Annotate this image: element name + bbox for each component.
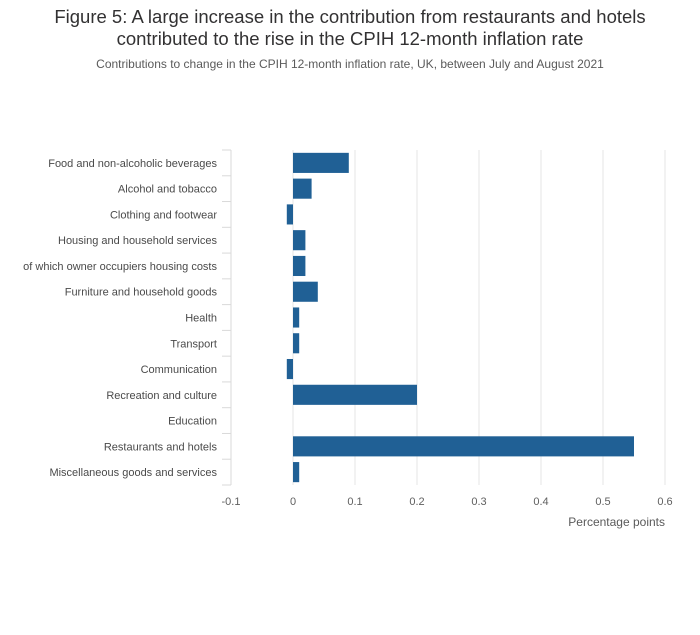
- category-label: Restaurants and hotels: [104, 441, 218, 453]
- category-label: Recreation and culture: [106, 390, 217, 402]
- category-labels: Food and non-alcoholic beverages Alcohol …: [23, 158, 217, 479]
- x-tick-label: 0.5: [595, 496, 610, 508]
- x-tick-label: 0.2: [409, 496, 424, 508]
- category-label: Miscellaneous goods and services: [49, 467, 217, 479]
- x-tick-label: 0.6: [657, 496, 672, 508]
- x-tick-label: 0: [290, 496, 296, 508]
- chart-title-line-1: Figure 5: A large increase in the contri…: [54, 6, 646, 27]
- bar[interactable]: [286, 358, 293, 380]
- category-label: Food and non-alcoholic beverages: [48, 158, 217, 170]
- bar[interactable]: [293, 307, 300, 328]
- bar[interactable]: [293, 281, 318, 302]
- x-axis-title: Percentage points: [568, 515, 665, 529]
- chart-subtitle: Contributions to change in the CPIH 12-m…: [96, 57, 604, 71]
- x-tick-labels: -0.1 0 0.1 0.2 0.3 0.4 0.5 0.6: [222, 496, 673, 508]
- bar[interactable]: [293, 436, 634, 457]
- bar[interactable]: [293, 178, 312, 199]
- category-label: Alcohol and tobacco: [118, 184, 217, 196]
- bar[interactable]: [293, 333, 300, 354]
- category-label: Transport: [170, 338, 217, 350]
- bar[interactable]: [293, 255, 306, 277]
- category-label: Housing and household services: [58, 235, 217, 247]
- category-label: Clothing and footwear: [110, 209, 217, 221]
- bar[interactable]: [293, 152, 349, 173]
- category-label: Communication: [141, 364, 217, 376]
- bar[interactable]: [293, 230, 306, 251]
- x-tick-label: 0.4: [533, 496, 548, 508]
- bar-layer: [286, 152, 634, 483]
- x-tick-label: 0.1: [347, 496, 362, 508]
- bar[interactable]: [293, 462, 300, 483]
- category-label: Education: [168, 416, 217, 428]
- x-tick-label: 0.3: [471, 496, 486, 508]
- category-label: Health: [185, 313, 217, 325]
- chart-title-line-2: contributed to the rise in the CPIH 12-m…: [116, 28, 584, 49]
- category-label: Furniture and household goods: [65, 287, 218, 299]
- bar[interactable]: [286, 204, 293, 225]
- category-label: of which owner occupiers housing costs: [23, 261, 217, 273]
- category-dividers: [222, 149, 232, 486]
- bar[interactable]: [293, 384, 417, 405]
- x-tick-label: -0.1: [222, 496, 241, 508]
- chart-title: Figure 5: A large increase in the contri…: [0, 6, 700, 50]
